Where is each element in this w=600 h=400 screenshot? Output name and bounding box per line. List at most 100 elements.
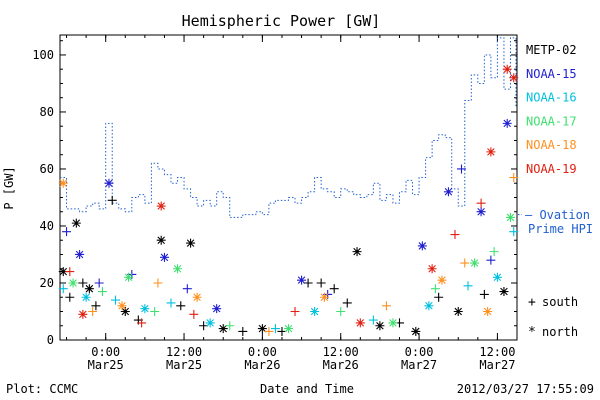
south-marker — [460, 258, 470, 268]
north-marker — [156, 201, 166, 211]
legend-entry-noaa-15: NOAA-15 — [526, 67, 577, 81]
x-tick-label-date: Mar25 — [88, 358, 124, 372]
south-marker — [290, 306, 300, 316]
north-marker — [159, 252, 169, 262]
south-marker — [58, 284, 68, 294]
north-marker — [319, 292, 329, 302]
legend-entry-noaa-19: NOAA-19 — [526, 162, 577, 176]
south-marker — [342, 298, 352, 308]
north-marker — [470, 258, 480, 268]
legend-entry-metp-02: METP-02 — [526, 43, 577, 57]
north-marker — [68, 278, 78, 288]
north-marker — [310, 306, 320, 316]
legend-label-north: north — [542, 325, 578, 339]
south-marker — [434, 292, 444, 302]
south-marker — [336, 306, 346, 316]
legend-entry-noaa-17: NOAA-17 — [526, 114, 577, 128]
north-marker — [257, 324, 267, 334]
south-marker — [107, 195, 117, 205]
x-tick-label-time: 12:00 — [479, 345, 515, 359]
legend-ovation-line2: Prime HPI — [528, 222, 593, 236]
north-marker — [499, 287, 509, 297]
legend-entry-noaa-18: NOAA-18 — [526, 138, 577, 152]
north-marker — [58, 178, 68, 188]
north-marker — [212, 304, 222, 314]
y-tick-label: 60 — [40, 162, 54, 176]
south-marker — [182, 284, 192, 294]
legend-ovation-line1: – Ovation — [525, 208, 590, 222]
south-marker — [476, 198, 486, 208]
x-tick-label-date: Mar27 — [479, 358, 515, 372]
south-marker — [166, 298, 176, 308]
south-marker — [176, 301, 186, 311]
north-marker — [218, 324, 228, 334]
x-tick-label-date: Mar25 — [166, 358, 202, 372]
south-marker — [264, 326, 274, 336]
x-tick-label-time: 12:00 — [166, 345, 202, 359]
y-tick-label: 80 — [40, 105, 54, 119]
legend-entry-noaa-16: NOAA-16 — [526, 91, 577, 105]
south-marker — [316, 278, 326, 288]
south-marker — [457, 164, 467, 174]
south-marker — [153, 278, 163, 288]
south-marker — [489, 247, 499, 257]
south-marker — [137, 318, 147, 328]
south-marker — [189, 309, 199, 319]
south-marker — [65, 292, 75, 302]
south-marker — [97, 287, 107, 297]
footer-credit: Plot: CCMC — [6, 382, 78, 396]
north-marker — [352, 247, 362, 257]
south-marker — [479, 289, 489, 299]
legend: METP-02 NOAA-15 NOAA-16 NOAA-17 NOAA-18 NOAA-… — [518, 43, 593, 340]
north-marker — [492, 272, 502, 282]
south-marker — [430, 284, 440, 294]
south-marker — [110, 295, 120, 305]
north-marker — [355, 318, 365, 328]
chart-title: Hemispheric Power [GW] — [182, 12, 381, 30]
y-tick-label: 20 — [40, 276, 54, 290]
x-tick-label-time: 0:00 — [91, 345, 120, 359]
south-marker — [238, 326, 248, 336]
ovation-hpi-line — [60, 37, 517, 218]
x-tick-label-date: Mar26 — [323, 358, 359, 372]
south-marker — [329, 284, 339, 294]
north-marker — [502, 118, 512, 128]
north-marker — [388, 318, 398, 328]
south-marker — [88, 306, 98, 316]
north-marker — [205, 318, 215, 328]
south-marker — [450, 230, 460, 240]
x-tick-label-time: 0:00 — [405, 345, 434, 359]
north-marker — [140, 304, 150, 314]
north-marker — [476, 207, 486, 217]
north-marker — [71, 218, 81, 228]
y-axis-label: P [GW] — [2, 166, 16, 209]
x-tick-label-date: Mar26 — [244, 358, 280, 372]
north-marker — [505, 212, 515, 222]
north-marker — [75, 249, 85, 259]
north-marker — [375, 321, 385, 331]
y-tick-label: 0 — [47, 333, 54, 347]
south-marker — [94, 278, 104, 288]
south-marker — [509, 227, 519, 237]
south-marker — [486, 255, 496, 265]
south-marker — [368, 315, 378, 325]
north-marker — [284, 324, 293, 334]
y-tick-label: 40 — [40, 219, 54, 233]
south-marker — [270, 324, 280, 334]
north-marker — [411, 326, 421, 336]
north-marker — [483, 306, 493, 316]
north-marker — [81, 292, 91, 302]
north-marker — [117, 301, 127, 311]
x-tick-label-time: 12:00 — [323, 345, 359, 359]
south-marker — [463, 281, 473, 291]
south-marker — [62, 227, 72, 237]
north-marker — [192, 292, 202, 302]
north-marker — [58, 267, 68, 277]
plot-area: 0204060801000:00Mar2512:00Mar250:00Mar26… — [32, 34, 519, 372]
south-marker — [381, 301, 391, 311]
south-marker — [225, 321, 235, 331]
north-marker — [453, 306, 463, 316]
north-marker — [84, 284, 94, 294]
legend-label-south: south — [542, 295, 578, 309]
